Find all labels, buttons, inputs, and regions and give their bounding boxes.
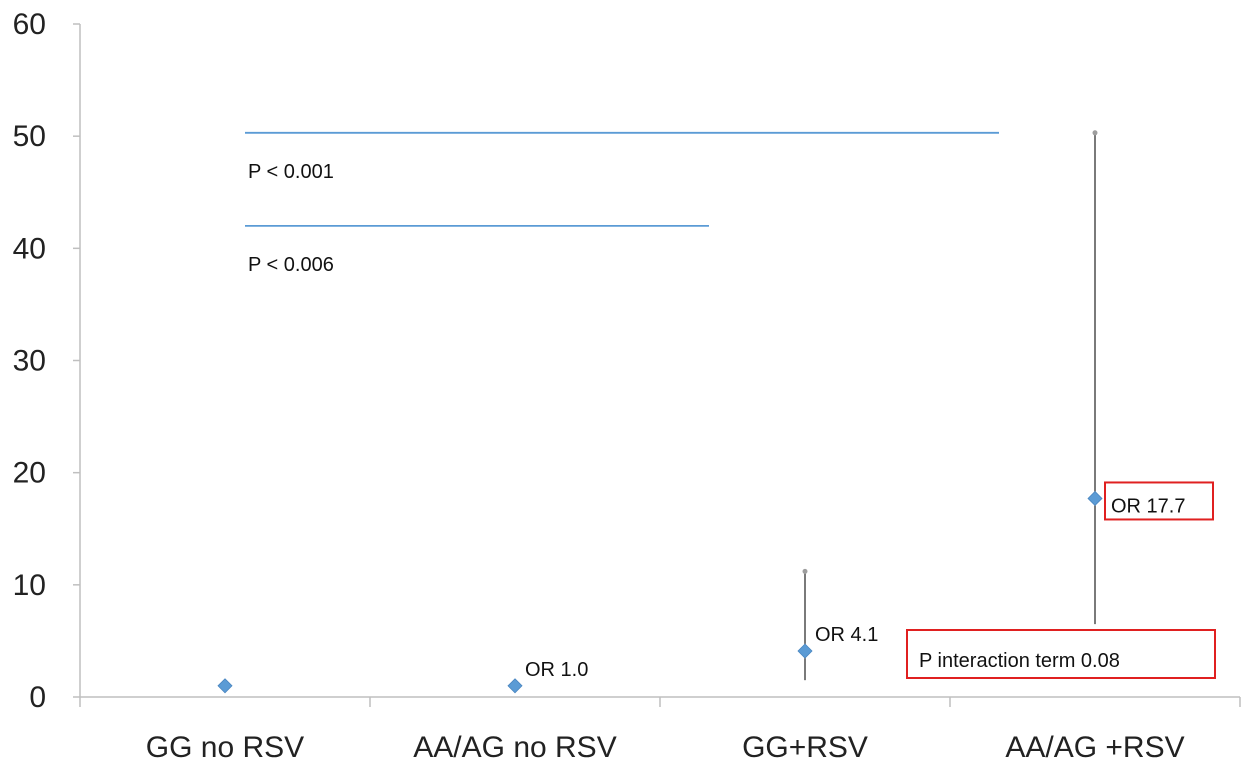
- x-tick-label: AA/AG no RSV: [413, 731, 616, 762]
- data-point-marker: [217, 678, 233, 694]
- x-axis: GG no RSV AA/AG no RSV GG+RSV AA/AG +RSV: [79, 696, 1241, 762]
- x-tick-label: GG+RSV: [742, 731, 868, 762]
- comparison-pvalue-label: P < 0.006: [248, 254, 334, 276]
- ci-upper-cap: [802, 568, 808, 574]
- data-point-marker: [797, 643, 813, 659]
- comparison-pvalue-label: P < 0.001: [248, 161, 334, 183]
- y-tick-label: 30: [13, 345, 46, 378]
- or-point-label: OR 17.7: [1111, 495, 1185, 517]
- x-tick-label: AA/AG +RSV: [1005, 731, 1184, 762]
- y-tick-label: 40: [13, 232, 46, 265]
- or-label-box: [1104, 481, 1214, 521]
- ci-upper-cap: [1092, 130, 1098, 136]
- data-point-marker: [1087, 490, 1103, 507]
- y-tick-label: 20: [13, 457, 46, 490]
- y-axis: 0 10 20 30 40 50 60: [13, 8, 81, 714]
- y-tick-label: 50: [13, 120, 46, 153]
- x-tick-label: GG no RSV: [146, 731, 304, 762]
- or-point-label: OR 1.0: [525, 659, 588, 681]
- y-tick-label: 10: [13, 569, 46, 602]
- data-point-marker: [507, 678, 523, 694]
- y-tick-label: 0: [29, 681, 46, 714]
- y-tick-label: 60: [13, 8, 46, 41]
- interaction-annotation: P interaction term 0.08: [906, 629, 1216, 679]
- interaction-annotation-text: P interaction term 0.08: [919, 650, 1120, 672]
- or-point-label: OR 4.1: [815, 624, 878, 646]
- interaction-annotation-box: [906, 629, 1216, 679]
